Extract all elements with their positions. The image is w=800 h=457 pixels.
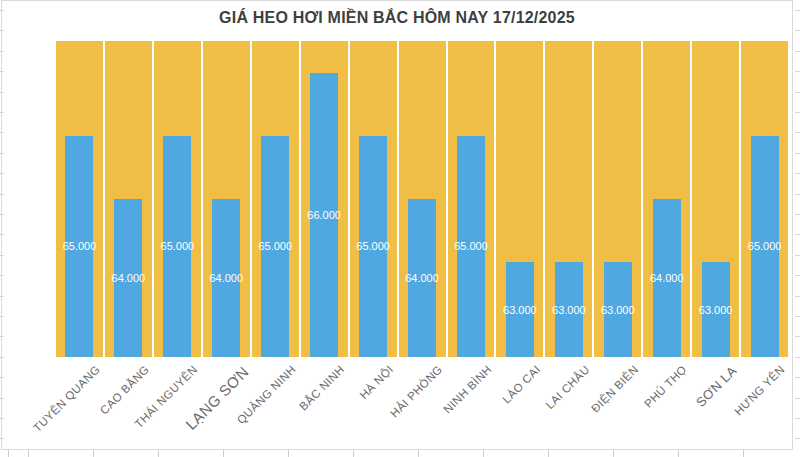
- chart-frame: GIÁ HEO HƠI MIỀN BẮC HÔM NAY 17/12/2025 …: [1, 0, 793, 450]
- spreadsheet-background: GIÁ HEO HƠI MIỀN BẮC HÔM NAY 17/12/2025 …: [0, 0, 800, 457]
- bar: 63.000: [555, 262, 583, 357]
- category-label: HẢI PHÒNG: [388, 363, 445, 420]
- bar-value-label: 65.000: [161, 240, 195, 252]
- category-column: 65.000: [741, 41, 788, 357]
- category-label: HÀ NỘI: [357, 363, 395, 401]
- bar-value-label: 63.000: [552, 304, 586, 316]
- bar: 66.000: [310, 73, 338, 357]
- bar-value-label: 65.000: [748, 240, 782, 252]
- bar: 64.000: [408, 199, 436, 357]
- bar: 64.000: [114, 199, 142, 357]
- category-column: 63.000: [692, 41, 739, 357]
- x-axis-labels: TUYÊN QUANGCAO BẰNGTHÁI NGUYÊNLẠNG SƠNQU…: [2, 357, 794, 451]
- category-column: 64.000: [643, 41, 690, 357]
- sheet-row-ticks-right: [795, 10, 800, 450]
- bar-value-label: 64.000: [405, 272, 439, 284]
- bar: 65.000: [457, 136, 485, 357]
- category-column: 64.000: [399, 41, 446, 357]
- category-label: PHÚ THỌ: [642, 363, 689, 410]
- bar-value-label: 65.000: [454, 240, 488, 252]
- category-column: 63.000: [496, 41, 543, 357]
- bar: 64.000: [653, 199, 681, 357]
- bar-value-label: 63.000: [699, 304, 733, 316]
- category-column: 64.000: [105, 41, 152, 357]
- category-label: BẮC NINH: [297, 363, 347, 413]
- category-column: 65.000: [350, 41, 397, 357]
- category-column: 65.000: [252, 41, 299, 357]
- category-column: 66.000: [301, 41, 348, 357]
- bar: 65.000: [65, 136, 93, 357]
- bar-value-label: 64.000: [650, 272, 684, 284]
- category-label: CAO BẰNG: [97, 363, 151, 417]
- bar: 65.000: [261, 136, 289, 357]
- chart-title: GIÁ HEO HƠI MIỀN BẮC HÔM NAY 17/12/2025: [2, 9, 792, 27]
- category-column: 65.000: [448, 41, 495, 357]
- category-label: NINH BÌNH: [441, 363, 494, 416]
- bar: 65.000: [359, 136, 387, 357]
- bar: 63.000: [506, 262, 534, 357]
- bar-value-label: 64.000: [112, 272, 146, 284]
- bar-value-label: 65.000: [258, 240, 292, 252]
- category-label: LAI CHÂU: [543, 363, 591, 411]
- bar-value-label: 64.000: [209, 272, 243, 284]
- bar: 63.000: [604, 262, 632, 357]
- category-column: 65.000: [154, 41, 201, 357]
- bar-value-label: 65.000: [63, 240, 97, 252]
- category-label: SƠN LA: [693, 363, 740, 410]
- category-column: 64.000: [203, 41, 250, 357]
- bar-value-label: 63.000: [601, 304, 635, 316]
- bar: 63.000: [702, 262, 730, 357]
- bar: 65.000: [751, 136, 779, 357]
- category-column: 63.000: [594, 41, 641, 357]
- bar: 64.000: [212, 199, 240, 357]
- category-label: LÀO CAI: [500, 363, 543, 406]
- category-column: 65.000: [56, 41, 103, 357]
- bar: 65.000: [163, 136, 191, 357]
- bar-value-label: 66.000: [307, 209, 341, 221]
- category-label: HƯNG YÊN: [732, 363, 787, 418]
- category-label: TUYÊN QUANG: [31, 363, 102, 434]
- bar-value-label: 65.000: [356, 240, 390, 252]
- category-column: 63.000: [545, 41, 592, 357]
- sheet-column-ticks-bottom: [0, 450, 800, 457]
- category-label: ĐIỆN BIÊN: [588, 363, 640, 415]
- plot-area: 65.000 64.000 65.000 64.000 65.000 66.000 65.0…: [56, 41, 788, 357]
- bar-value-label: 63.000: [503, 304, 537, 316]
